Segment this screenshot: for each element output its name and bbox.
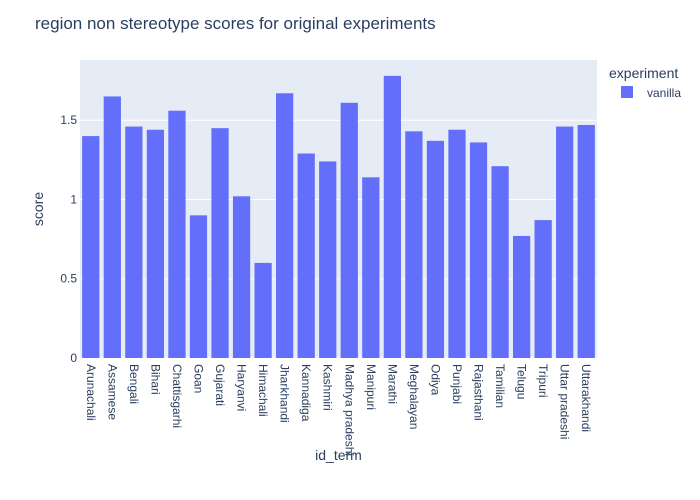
y-tick-label: 1 (70, 192, 77, 206)
bar-uttarakhandi[interactable] (577, 124, 595, 358)
x-tick-label: Manipuri (364, 364, 378, 410)
bar-gujarati[interactable] (211, 128, 229, 358)
legend-title: experiment (609, 65, 678, 81)
bar-tripuri[interactable] (534, 220, 552, 358)
x-tick-label: Uttar pradeshi (558, 364, 572, 439)
bar-meghalayan[interactable] (405, 131, 423, 358)
x-tick-label: Bihari (148, 364, 162, 395)
x-tick-label: Kannadiga (299, 364, 313, 422)
y-tick-label: 0 (70, 351, 77, 365)
x-tick-label: Tripuri (536, 364, 550, 398)
x-tick-label: Meghalayan (407, 364, 421, 429)
chart-title: region non stereotype scores for origina… (35, 14, 436, 33)
bar-manipuri[interactable] (362, 177, 380, 358)
gridlines (80, 119, 597, 359)
x-tick-label: Goan (191, 364, 205, 393)
x-tick-label: Kashmiri (321, 364, 335, 411)
bar-punjabi[interactable] (448, 129, 466, 358)
bar-himachali[interactable] (254, 262, 272, 358)
bar-assamese[interactable] (103, 96, 121, 358)
bar-telugu[interactable] (512, 235, 531, 358)
bars (82, 75, 595, 359)
bar-bihari[interactable] (146, 129, 165, 358)
y-tick-labels: 0 0.5 1 1.5 (60, 113, 77, 365)
legend-swatch-vanilla[interactable] (621, 86, 633, 98)
x-tick-label: Haryanvi (235, 364, 249, 411)
bar-kannadiga[interactable] (297, 153, 315, 358)
y-tick-label: 0.5 (60, 272, 77, 286)
x-tick-label: Madhya pradeshi (342, 364, 356, 456)
y-tick-label: 1.5 (60, 113, 77, 127)
x-tick-labels: Arunachali Assamese Bengali Bihari Chattisga… (84, 364, 593, 456)
bar-tamilian[interactable] (491, 166, 509, 358)
x-axis-title: id_term (315, 447, 362, 463)
bar-bengali[interactable] (125, 126, 143, 359)
x-tick-label: Punjabi (450, 364, 464, 404)
x-tick-label: Jharkhandi (278, 364, 292, 423)
x-tick-label: Bengali (127, 364, 141, 404)
plot-background (80, 60, 597, 358)
bar-chattisgarhi[interactable] (168, 110, 186, 358)
x-tick-label: Chattisgarhi (170, 364, 184, 428)
bar-rajasthani[interactable] (469, 142, 488, 358)
x-tick-label: Tamilian (493, 364, 507, 408)
bar-madhya-pradeshi[interactable] (340, 102, 358, 358)
bar-haryanvi[interactable] (232, 196, 251, 358)
bar-jharkhandi[interactable] (276, 93, 294, 358)
x-tick-label: Odiya (428, 364, 442, 396)
bar-odiya[interactable] (426, 140, 445, 358)
bar-marathi[interactable] (383, 75, 401, 358)
y-axis-title: score (30, 192, 46, 226)
bar-goan[interactable] (189, 215, 208, 358)
x-tick-label: Marathi (385, 364, 399, 404)
x-tick-label: Telugu (515, 364, 529, 399)
legend-label-vanilla[interactable]: vanilla (647, 86, 681, 100)
bar-uttar-pradeshi[interactable] (556, 126, 574, 359)
bar-arunachali[interactable] (82, 136, 100, 358)
x-tick-label: Arunachali (84, 364, 98, 421)
x-tick-label: Himachali (256, 364, 270, 417)
x-tick-label: Uttarakhandi (579, 364, 593, 432)
bar-kashmiri[interactable] (319, 161, 337, 358)
x-tick-label: Assamese (105, 364, 119, 420)
x-tick-label: Gujarati (213, 364, 227, 406)
x-tick-label: Rajasthani (472, 364, 486, 421)
